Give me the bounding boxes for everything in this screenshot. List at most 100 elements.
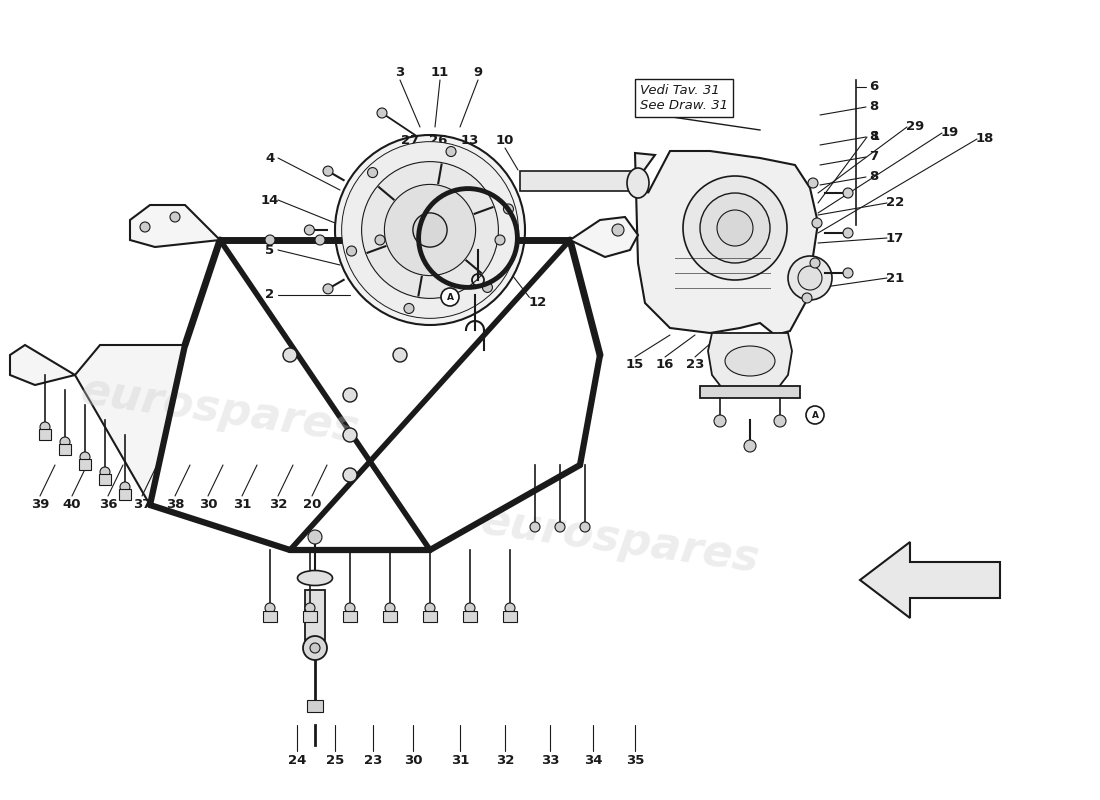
Text: 4: 4 [265,151,275,165]
Text: 25: 25 [326,754,344,766]
Text: 29: 29 [906,121,924,134]
Text: 23: 23 [364,754,382,766]
Text: 27: 27 [400,134,419,146]
Text: 8: 8 [869,170,879,183]
Circle shape [434,235,446,245]
Circle shape [100,467,110,477]
Circle shape [120,482,130,492]
Circle shape [60,437,70,447]
Text: 30: 30 [199,498,218,511]
Circle shape [612,224,624,236]
Text: 7: 7 [869,150,879,163]
Text: eurospares: eurospares [477,499,762,581]
Text: 21: 21 [886,271,904,285]
Bar [307,700,323,712]
Text: 16: 16 [656,358,674,371]
Text: 31: 31 [233,498,251,511]
Text: 12: 12 [528,296,547,309]
Polygon shape [75,345,185,505]
Circle shape [774,415,786,427]
Bar [302,611,317,622]
Text: 15: 15 [626,358,645,371]
Bar [263,611,277,622]
Circle shape [843,188,852,198]
Bar [99,474,111,485]
Circle shape [343,468,358,482]
Circle shape [812,218,822,228]
Circle shape [580,522,590,532]
Text: 8: 8 [869,101,879,114]
Polygon shape [635,151,818,335]
Text: A: A [447,293,453,302]
Circle shape [404,303,414,314]
Circle shape [714,415,726,427]
Circle shape [483,282,493,293]
Circle shape [265,603,275,613]
Circle shape [802,293,812,303]
Bar [119,489,131,500]
Text: 14: 14 [261,194,279,206]
Circle shape [744,440,756,452]
Circle shape [385,603,395,613]
Circle shape [375,235,385,245]
Circle shape [305,225,315,235]
Text: A: A [812,410,818,419]
Ellipse shape [627,168,649,198]
Circle shape [798,266,822,290]
Circle shape [441,288,459,306]
Bar [424,611,437,622]
Bar [343,611,358,622]
Circle shape [265,235,275,245]
Circle shape [446,146,456,157]
Circle shape [310,643,320,653]
Text: 20: 20 [302,498,321,511]
Circle shape [343,428,358,442]
Bar [520,171,638,191]
Text: 9: 9 [473,66,483,79]
Text: 19: 19 [940,126,959,139]
Text: 32: 32 [496,754,514,766]
Bar [79,459,91,470]
Circle shape [843,228,852,238]
Bar [59,444,72,455]
Ellipse shape [725,346,775,376]
Circle shape [345,603,355,613]
Text: 33: 33 [541,754,559,766]
Circle shape [556,522,565,532]
Ellipse shape [297,570,332,586]
Circle shape [346,246,356,256]
Circle shape [367,167,377,178]
Circle shape [305,603,315,613]
Text: 13: 13 [461,134,480,146]
Circle shape [504,204,514,214]
Polygon shape [10,345,75,385]
Text: 17: 17 [886,231,904,245]
Text: 1: 1 [870,130,880,143]
Text: 31: 31 [451,754,470,766]
Circle shape [788,256,832,300]
Text: 18: 18 [976,133,994,146]
Circle shape [530,522,540,532]
Text: 30: 30 [404,754,422,766]
Circle shape [810,258,820,268]
Circle shape [377,108,387,118]
Text: 8: 8 [869,130,879,143]
Circle shape [700,193,770,263]
Circle shape [412,213,447,247]
Polygon shape [708,333,792,388]
Bar [383,611,397,622]
Text: 24: 24 [288,754,306,766]
Text: 3: 3 [395,66,405,79]
Text: 32: 32 [268,498,287,511]
Text: 5: 5 [265,243,275,257]
Circle shape [302,636,327,660]
Circle shape [425,603,435,613]
Text: 23: 23 [685,358,704,371]
Circle shape [343,388,358,402]
Circle shape [683,176,786,280]
Circle shape [393,348,407,362]
Text: 10: 10 [496,134,514,146]
Text: 28: 28 [476,210,494,223]
Text: 35: 35 [626,754,645,766]
Circle shape [843,268,852,278]
